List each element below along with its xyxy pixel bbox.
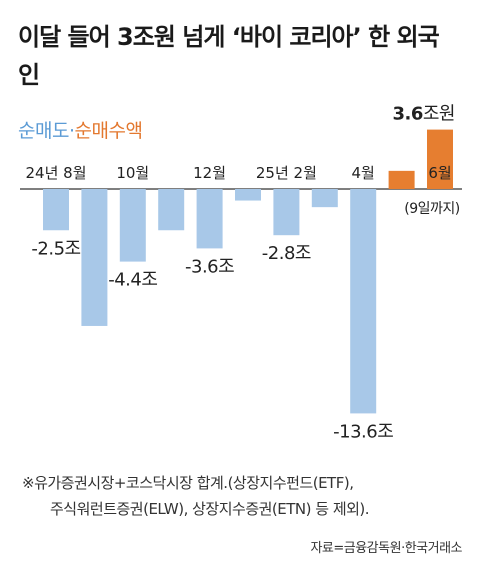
source-note: 자료=금융감독원·한국거래소 (310, 541, 462, 556)
legend: 순매도·순매수액 (18, 116, 143, 143)
x-tick-label: 6월 (428, 164, 451, 182)
bar-1 (43, 189, 69, 231)
bar-5 (196, 189, 223, 249)
bar-6 (235, 189, 261, 201)
x-tick-label: 25년 2월 (256, 164, 317, 182)
bar-9 (350, 189, 377, 414)
bar-10 (388, 170, 415, 189)
bar-2 (81, 189, 108, 326)
footnote-line-1: ※유가증권시장+코스닥시장 합계.(상장지수펀드(ETF), (22, 474, 354, 492)
legend-buy-label: 순매수액 (74, 120, 143, 142)
chart-title: 이달 들어 3조원 넘게 ‘바이 코리아’ 한 외국인 (18, 23, 440, 89)
legend-separator: · (68, 120, 75, 142)
bar-7 (273, 189, 300, 236)
data-label-latest: 3.6조원 (392, 104, 455, 125)
bar-8 (311, 189, 338, 208)
x-tick-label: 12월 (193, 164, 226, 182)
data-label: -3.6조 (185, 256, 234, 277)
data-label: -4.4조 (108, 270, 157, 291)
bar-3 (119, 189, 146, 262)
x-tick-label: 24년 8월 (26, 164, 87, 182)
x-tick-label: 10월 (116, 164, 149, 182)
data-label: -2.5조 (31, 238, 80, 259)
bar-4 (158, 189, 185, 231)
data-label: -13.6조 (333, 421, 393, 442)
legend-sell-label: 순매도 (18, 120, 69, 142)
bar-11 (427, 129, 453, 189)
data-label: -2.8조 (262, 243, 311, 264)
footnote: ※유가증권시장+코스닥시장 합계.(상장지수펀드(ETF), 주식워런트증권(E… (22, 470, 472, 522)
footnote-line-2: 주식워런트증권(ELW), 상장지수증권(ETN) 등 제외). (50, 500, 370, 518)
x-tick-label: 4월 (352, 164, 375, 182)
annotation-period: (9일까지) (404, 201, 460, 217)
